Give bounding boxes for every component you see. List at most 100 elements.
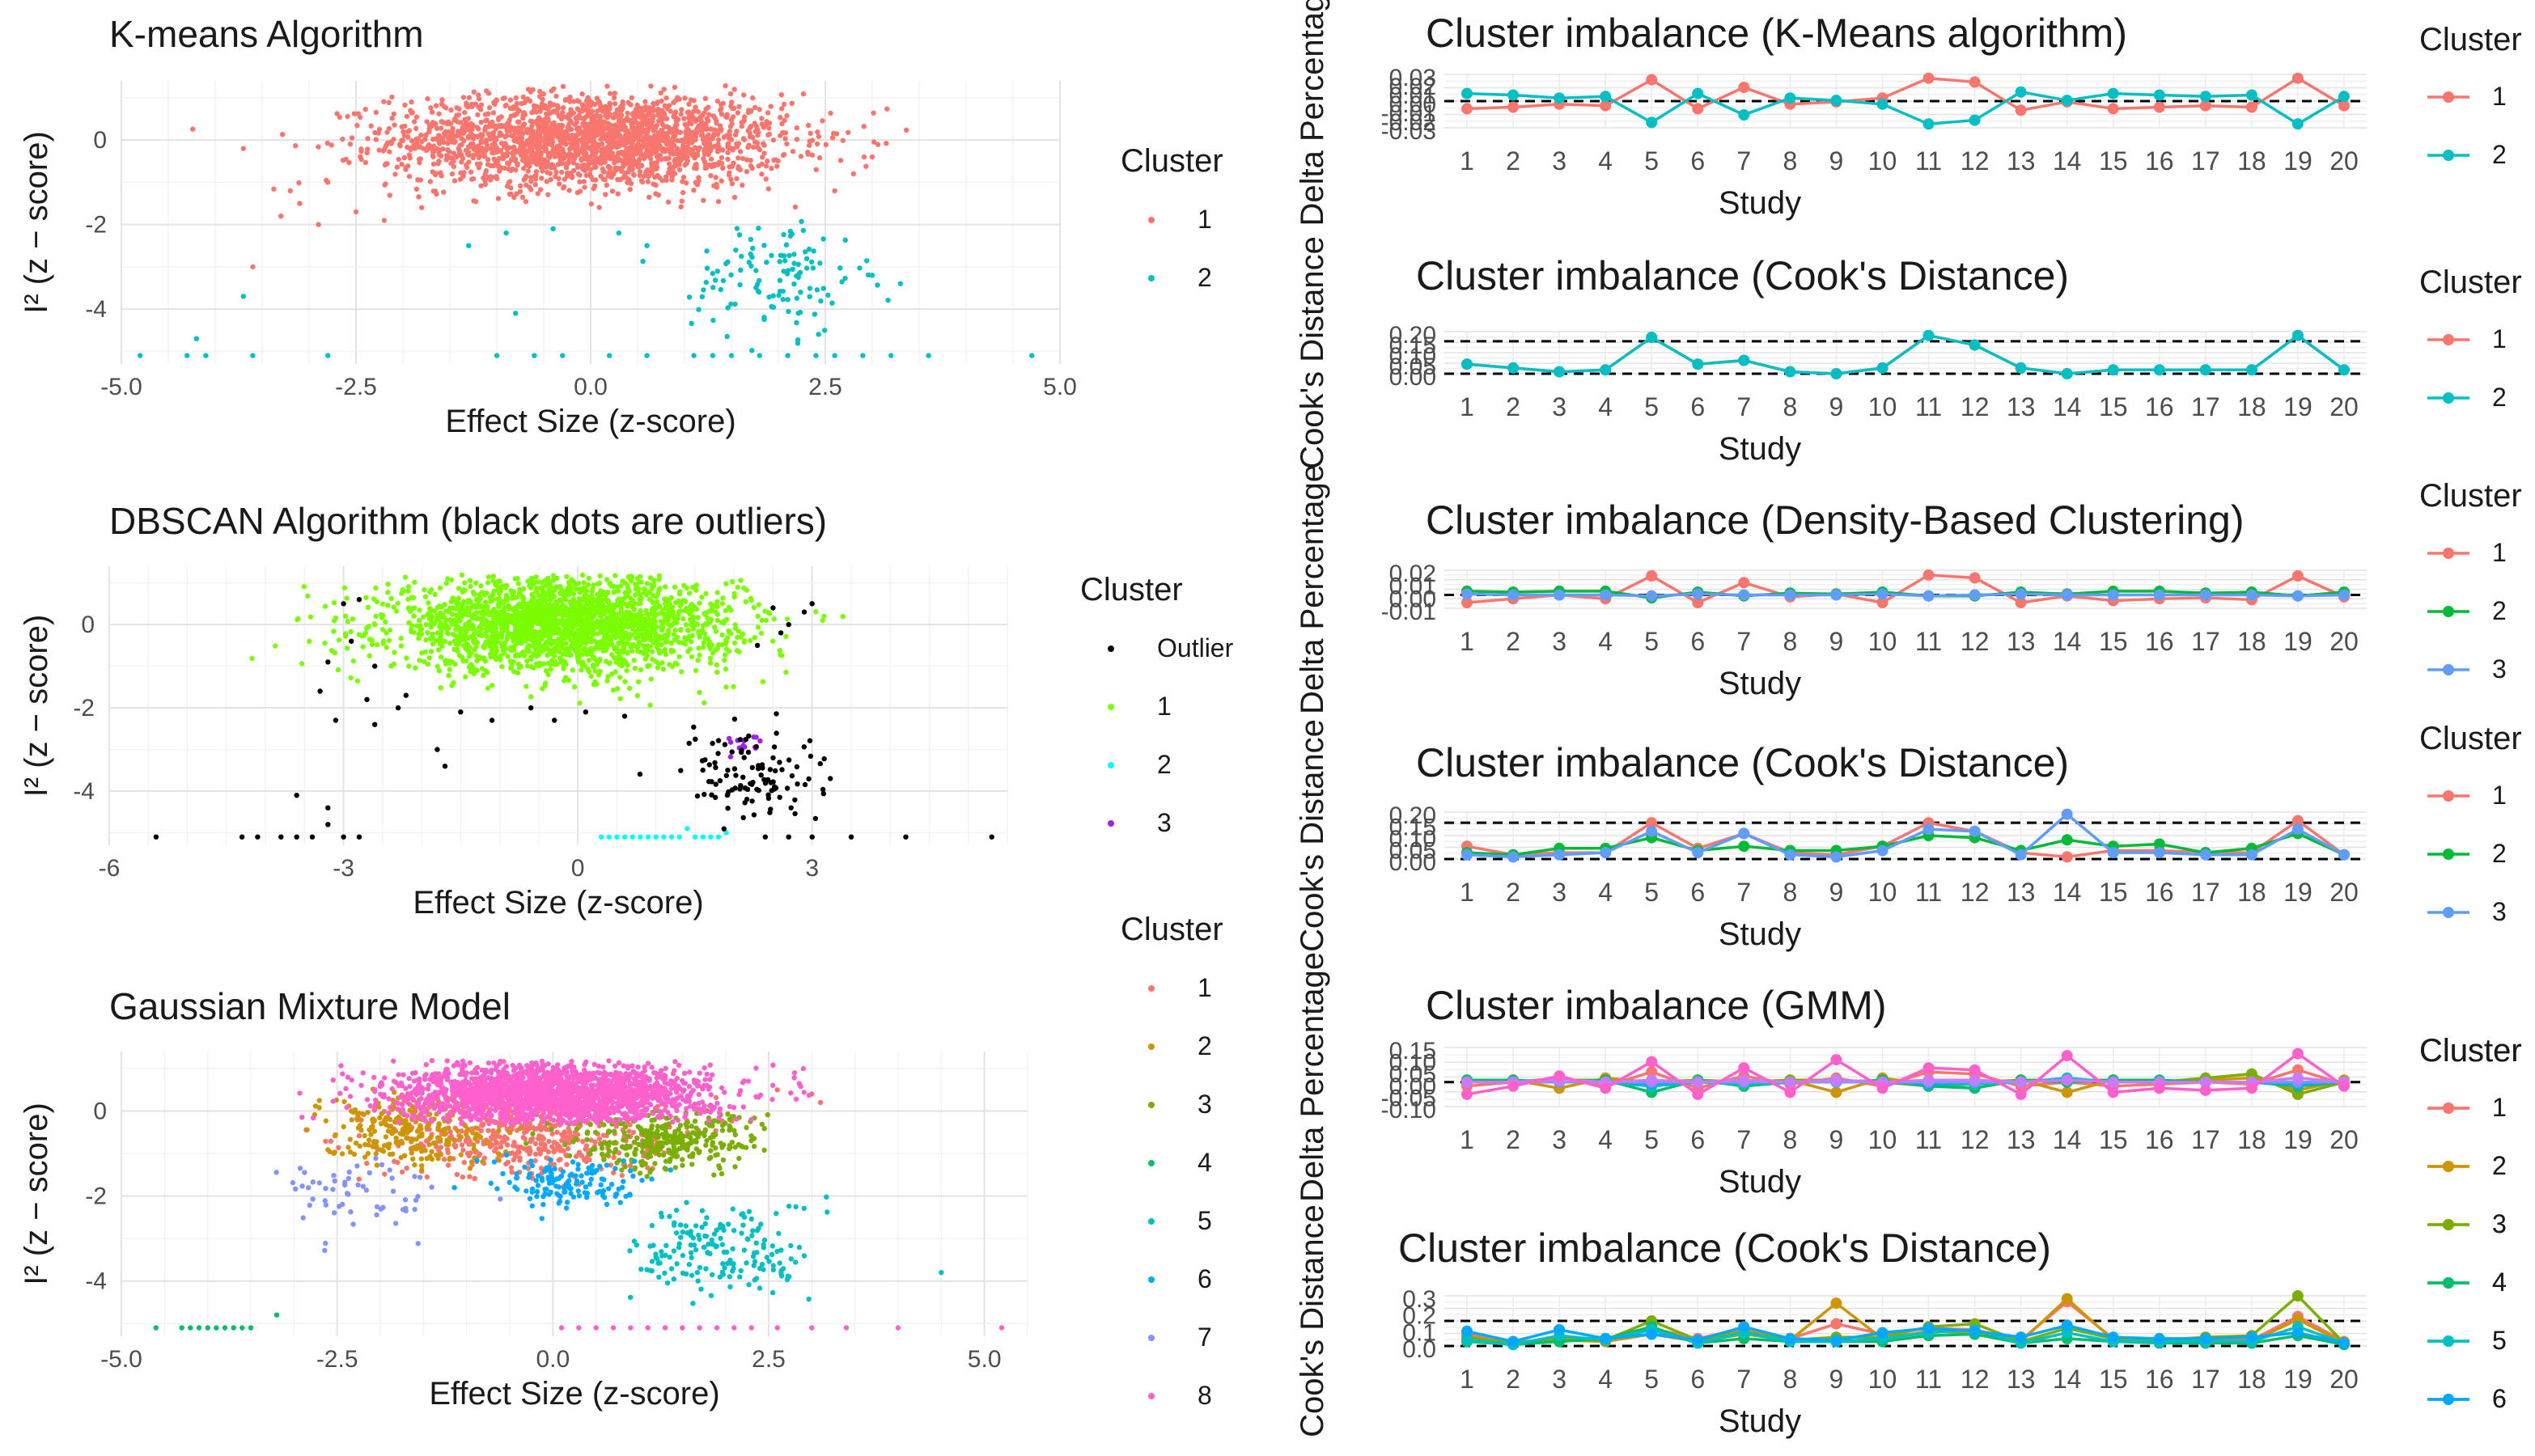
data-point <box>725 768 731 773</box>
data-point <box>539 176 545 181</box>
data-point <box>578 596 583 602</box>
data-point <box>627 595 634 601</box>
data-point <box>372 129 378 136</box>
x-tick-label: 5.0 <box>1043 374 1077 400</box>
data-point <box>782 258 788 264</box>
data-point <box>616 118 622 125</box>
data-point <box>585 112 591 117</box>
data-point <box>719 154 725 161</box>
data-point <box>718 286 723 293</box>
data-point <box>689 639 694 645</box>
data-point <box>636 633 642 638</box>
data-point <box>651 150 658 155</box>
data-point <box>808 259 815 265</box>
data-point <box>634 142 640 148</box>
data-point <box>686 740 692 747</box>
data-point <box>494 158 501 163</box>
data-point <box>776 292 782 298</box>
data-point <box>766 131 772 137</box>
data-point <box>625 110 630 116</box>
data-point <box>474 133 480 139</box>
data-point <box>750 144 757 150</box>
data-point <box>539 121 545 126</box>
data-point <box>435 647 442 653</box>
data-point <box>373 109 379 116</box>
data-point <box>641 590 647 596</box>
data-point <box>586 102 592 108</box>
data-point <box>597 612 603 618</box>
data-point <box>768 104 774 109</box>
data-point <box>680 616 686 622</box>
data-point <box>850 171 857 177</box>
data-point <box>443 105 449 111</box>
data-point <box>584 651 590 658</box>
data-point <box>805 151 811 157</box>
data-point <box>713 764 719 770</box>
legend-label: 3 <box>1157 808 1172 837</box>
data-point <box>607 133 613 139</box>
data-point <box>770 779 776 785</box>
data-point <box>705 636 710 641</box>
data-point <box>401 129 406 135</box>
data-point <box>799 218 804 224</box>
data-point <box>566 116 572 121</box>
data-point <box>545 192 551 197</box>
data-point <box>307 638 312 644</box>
x-tick-label: -2.5 <box>335 374 377 400</box>
data-point <box>660 146 667 152</box>
data-point <box>645 834 651 840</box>
data-point <box>696 645 702 651</box>
data-point <box>757 353 762 358</box>
data-point <box>734 648 740 654</box>
data-point <box>643 107 649 113</box>
data-point <box>748 637 753 644</box>
data-point <box>685 627 691 633</box>
data-point <box>460 173 466 180</box>
data-point <box>566 648 572 654</box>
data-point <box>632 115 638 121</box>
data-point <box>393 608 400 614</box>
data-point <box>825 292 831 298</box>
data-point <box>551 108 557 114</box>
data-point <box>511 194 517 201</box>
data-point <box>663 174 669 180</box>
data-point <box>662 584 668 590</box>
data-point <box>451 679 456 686</box>
data-point <box>558 122 564 128</box>
data-point <box>658 90 663 96</box>
data-point <box>556 181 562 187</box>
data-point <box>337 114 342 121</box>
data-point <box>573 612 579 617</box>
data-point <box>642 656 648 662</box>
data-point <box>457 142 463 148</box>
data-point <box>742 785 748 791</box>
data-point <box>751 604 757 611</box>
data-point <box>755 613 761 619</box>
data-point <box>271 186 277 192</box>
data-point <box>792 797 798 803</box>
data-point <box>612 91 617 96</box>
data-point <box>606 834 612 840</box>
data-point <box>542 103 548 108</box>
data-point <box>600 104 606 111</box>
data-point <box>680 175 687 180</box>
data-point <box>468 583 473 589</box>
data-point <box>731 87 737 92</box>
data-point <box>475 143 481 149</box>
data-point <box>794 137 800 142</box>
data-point <box>601 124 607 130</box>
data-point <box>573 153 579 159</box>
data-point <box>405 129 411 134</box>
data-point <box>587 167 593 172</box>
data-point <box>651 599 658 606</box>
series-1 <box>249 572 846 708</box>
data-point <box>477 603 482 610</box>
data-point <box>496 634 502 640</box>
data-point <box>731 766 738 772</box>
data-point <box>740 182 745 188</box>
data-point <box>515 125 522 130</box>
data-point <box>712 794 719 800</box>
data-point <box>493 123 498 129</box>
legend-key <box>1108 645 1114 652</box>
data-point <box>578 108 583 115</box>
